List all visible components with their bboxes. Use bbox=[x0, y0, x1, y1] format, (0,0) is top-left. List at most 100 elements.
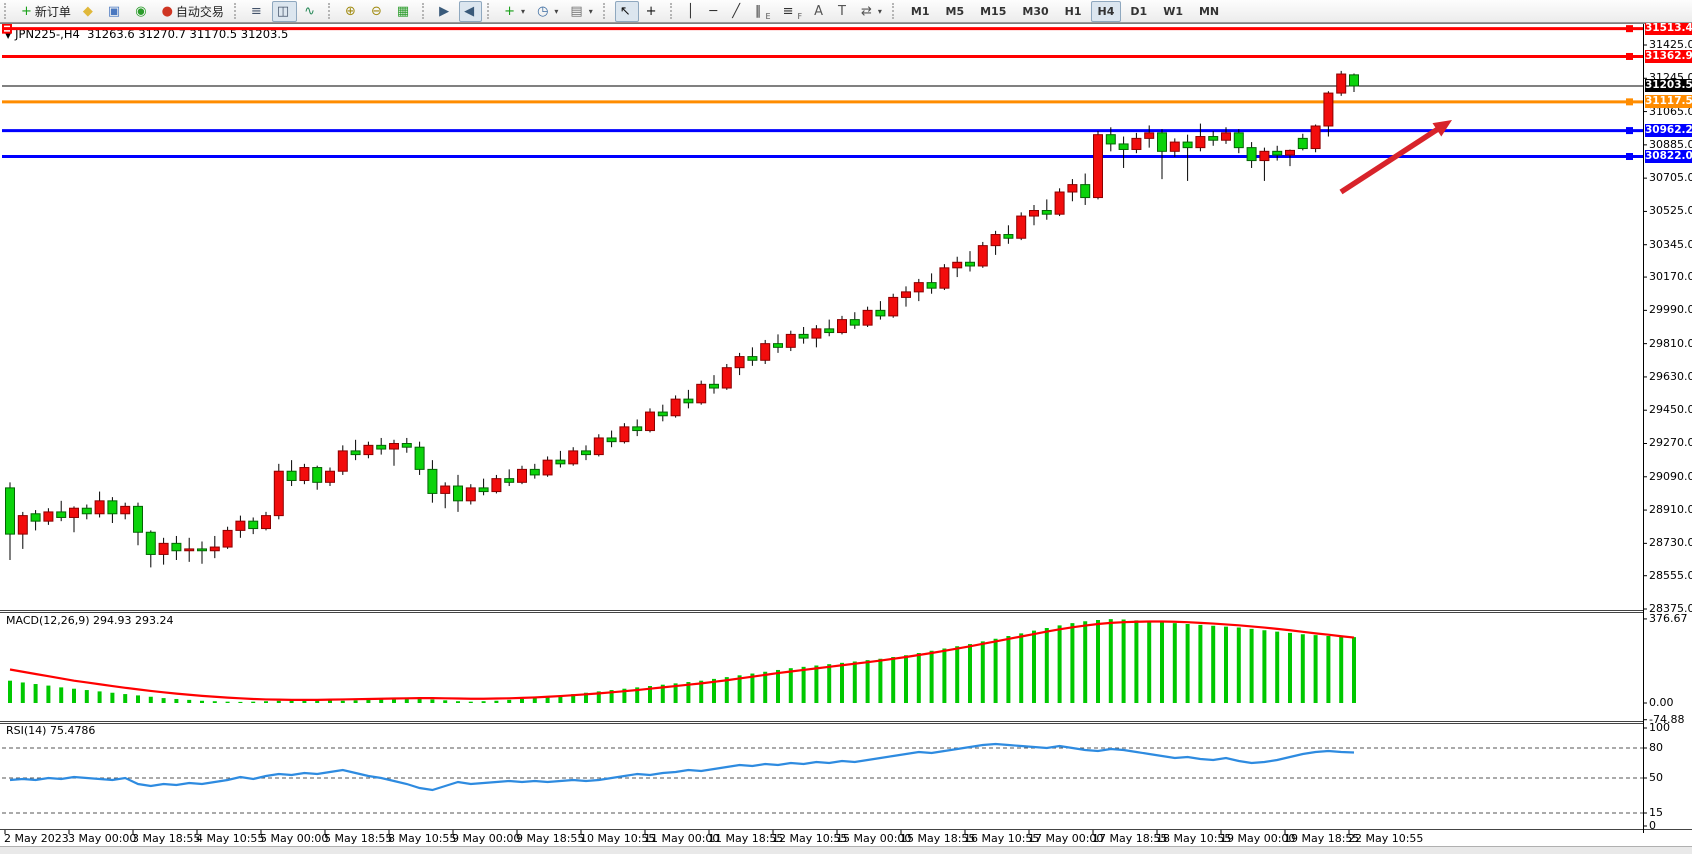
horizontal-line-button[interactable]: ─ bbox=[704, 1, 725, 22]
dropdown-caret-icon[interactable]: ▾ bbox=[521, 6, 526, 16]
candlestick bbox=[619, 426, 630, 443]
macd-tick-label: -74.88 bbox=[1649, 712, 1685, 726]
fibonacci-button[interactable]: ≡ F bbox=[778, 1, 808, 22]
timeframe-w1-button[interactable]: W1 bbox=[1163, 5, 1183, 18]
candlestick bbox=[478, 487, 489, 493]
timeframe-m5-button[interactable]: M5 bbox=[945, 5, 965, 18]
candlestick bbox=[286, 470, 297, 481]
tile-windows-button[interactable]: ▦ bbox=[392, 1, 417, 22]
candlestick bbox=[1336, 73, 1347, 94]
new-order-button[interactable]: + 新订单 bbox=[16, 1, 76, 22]
candlestick bbox=[261, 515, 271, 530]
date-label: 5 May 00:00 bbox=[260, 832, 329, 845]
candlestick bbox=[273, 470, 284, 517]
candlestick bbox=[1029, 210, 1039, 217]
text-button[interactable]: A bbox=[809, 1, 831, 22]
rsi-tick-label: 50 bbox=[1649, 771, 1663, 784]
candlestick-chart-button[interactable]: ◫ bbox=[271, 0, 298, 22]
dropdown-caret-icon[interactable]: ▾ bbox=[877, 6, 882, 16]
toolbar-grip bbox=[487, 3, 495, 19]
period-clock-button[interactable]: ◷ ▾ bbox=[532, 1, 563, 22]
price-tick-label: 28555.0 bbox=[1649, 568, 1692, 582]
trend-arrow-head[interactable] bbox=[1432, 120, 1453, 137]
vertical-line-button[interactable]: │ bbox=[682, 1, 703, 22]
date-axis-strip[interactable] bbox=[0, 846, 1692, 854]
rsi-tick-label: 100 bbox=[1649, 721, 1670, 734]
timeframe-h4-button[interactable]: H4 bbox=[1090, 1, 1122, 22]
date-label: 3 May 00:00 bbox=[68, 832, 137, 845]
candlestick bbox=[747, 356, 758, 361]
support-line-1-anchor[interactable] bbox=[1626, 127, 1633, 135]
timeframe-m15-button[interactable]: M15 bbox=[980, 5, 1007, 18]
rsi-tick-label: 0 bbox=[1649, 819, 1656, 832]
chart-title: ▼ JPN225-,H4 31263.6 31270.7 31170.5 3120… bbox=[5, 27, 288, 41]
dropdown-caret-icon[interactable]: ▾ bbox=[588, 6, 593, 16]
text-label-button[interactable]: T bbox=[833, 1, 854, 22]
chart-shift-button[interactable]: ◀ bbox=[459, 0, 483, 22]
toolbar-grip bbox=[4, 3, 12, 19]
timeframe-mn-button[interactable]: MN bbox=[1198, 5, 1220, 18]
candlestick bbox=[913, 282, 924, 293]
date-label: 10 May 10:55 bbox=[580, 832, 656, 845]
templates-button[interactable]: ▤ ▾ bbox=[565, 1, 597, 22]
sound-button[interactable]: ◉ bbox=[130, 1, 154, 22]
auto-trading-button[interactable]: ● 自动交易 bbox=[157, 1, 229, 22]
candlestick bbox=[1080, 184, 1091, 199]
candlestick bbox=[542, 459, 553, 476]
timeframe-m30-button[interactable]: M30 bbox=[1022, 5, 1049, 18]
candlestick bbox=[1067, 184, 1078, 193]
line-chart-button[interactable]: ∿ bbox=[299, 1, 323, 22]
candlestick bbox=[1169, 141, 1180, 152]
bar-chart-button[interactable]: ≡ bbox=[246, 1, 270, 22]
zoom-out-button[interactable]: ⊖ bbox=[366, 1, 390, 22]
date-label: 8 May 10:55 bbox=[388, 832, 457, 845]
current-price-badge: 31203.5 bbox=[1645, 79, 1692, 93]
cursor-button[interactable]: ↖ bbox=[614, 0, 639, 22]
price-tick-label: 29270.0 bbox=[1649, 436, 1692, 450]
candlestick bbox=[1041, 210, 1052, 215]
date-label: 11 May 18:55 bbox=[708, 832, 784, 845]
trend-arrow-annotation[interactable] bbox=[1339, 126, 1440, 195]
support-line-2-anchor[interactable] bbox=[1626, 153, 1633, 161]
toolbar-grip bbox=[233, 3, 242, 19]
indicators-icon: + bbox=[504, 3, 516, 19]
symbol-dropdown-caret[interactable]: ▼ bbox=[5, 31, 12, 40]
candlestick bbox=[1003, 234, 1014, 239]
chart-canvas bbox=[0, 24, 1692, 834]
arrows-button[interactable]: ⇄ ▾ bbox=[856, 1, 887, 22]
macd-tick-label: 376.67 bbox=[1649, 611, 1688, 625]
price-tick-label: 29630.0 bbox=[1649, 369, 1692, 383]
pivot-line-anchor[interactable] bbox=[1626, 98, 1633, 106]
horizontal-line-icon: ─ bbox=[709, 3, 718, 19]
candlestick bbox=[107, 500, 118, 515]
timeframe-m1-button[interactable]: M1 bbox=[910, 5, 930, 18]
chart-window: ▼ JPN225-,H4 31263.6 31270.7 31170.5 3120… bbox=[0, 22, 1692, 854]
channel-button[interactable]: ∥ E bbox=[750, 1, 776, 22]
text-label-icon: T bbox=[838, 3, 846, 19]
resistance-line-2-anchor[interactable] bbox=[1626, 52, 1633, 60]
timeframe-d1-button[interactable]: D1 bbox=[1130, 5, 1148, 18]
trendline-button[interactable]: ╱ bbox=[727, 1, 748, 22]
profile-button[interactable]: ▣ bbox=[103, 1, 128, 22]
crosshair-button[interactable]: + bbox=[641, 1, 665, 22]
date-label: 3 May 18:55 bbox=[132, 832, 201, 845]
zoom-in-button[interactable]: ⊕ bbox=[340, 1, 364, 22]
toolbar-grip bbox=[669, 3, 678, 19]
indicators-button[interactable]: + ▾ bbox=[499, 1, 530, 22]
auto-scroll-button[interactable]: ▶ bbox=[434, 1, 457, 22]
candlestick bbox=[325, 470, 335, 483]
candlestick bbox=[299, 467, 310, 481]
candlestick bbox=[670, 398, 681, 417]
price-tick-label: 30525.0 bbox=[1649, 204, 1692, 218]
dropdown-caret-icon[interactable]: ▾ bbox=[554, 6, 559, 16]
timeframe-h1-button[interactable]: H1 bbox=[1064, 5, 1082, 18]
candlestick bbox=[1182, 141, 1193, 149]
new-order-icon: + bbox=[21, 3, 32, 19]
candlestick bbox=[837, 319, 847, 334]
candlestick bbox=[1221, 132, 1231, 141]
candlestick bbox=[209, 546, 220, 552]
market-watch-button[interactable]: ◆ bbox=[78, 1, 101, 22]
vertical-line-icon: │ bbox=[686, 3, 695, 19]
channel-icon: ∥ bbox=[755, 3, 762, 19]
resistance-line-1-anchor[interactable] bbox=[1626, 25, 1633, 33]
